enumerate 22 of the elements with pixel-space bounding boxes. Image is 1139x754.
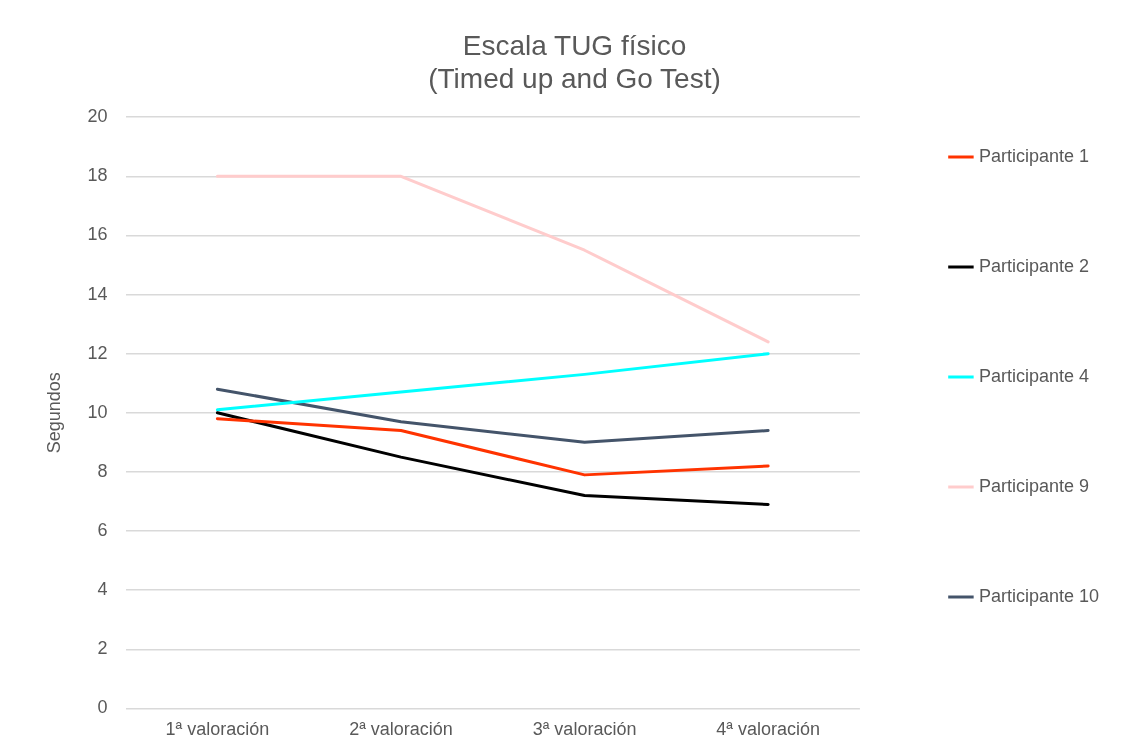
legend-label: Participante 1	[978, 145, 1089, 166]
y-tick-label: 20	[87, 106, 108, 127]
y-tick-label: 10	[87, 401, 108, 422]
y-tick-label: 16	[87, 224, 108, 245]
x-tick-label: 3ª valoración	[532, 719, 637, 740]
x-tick-label: 4ª valoración	[716, 719, 820, 740]
y-axis-title: Segundos	[43, 372, 64, 454]
legend-label: Participante 2	[978, 255, 1089, 276]
y-tick-label: 2	[97, 638, 108, 659]
legend-label: Participante 10	[978, 585, 1099, 606]
y-tick-label: 6	[97, 520, 108, 541]
y-tick-label: 14	[87, 283, 108, 304]
chart-title: Escala TUG físico (Timed up and Go Test)	[428, 29, 721, 95]
legend-label: Participante 9	[978, 475, 1089, 496]
x-tick-label: 2ª valoración	[349, 719, 453, 740]
x-tick-label: 1ª valoración	[165, 719, 270, 740]
y-tick-label: 18	[87, 165, 108, 186]
y-tick-label: 0	[97, 697, 108, 718]
legend-label: Participante 4	[978, 365, 1089, 386]
y-tick-label: 8	[97, 460, 108, 481]
y-tick-label: 12	[87, 342, 108, 363]
y-tick-label: 4	[97, 579, 108, 600]
